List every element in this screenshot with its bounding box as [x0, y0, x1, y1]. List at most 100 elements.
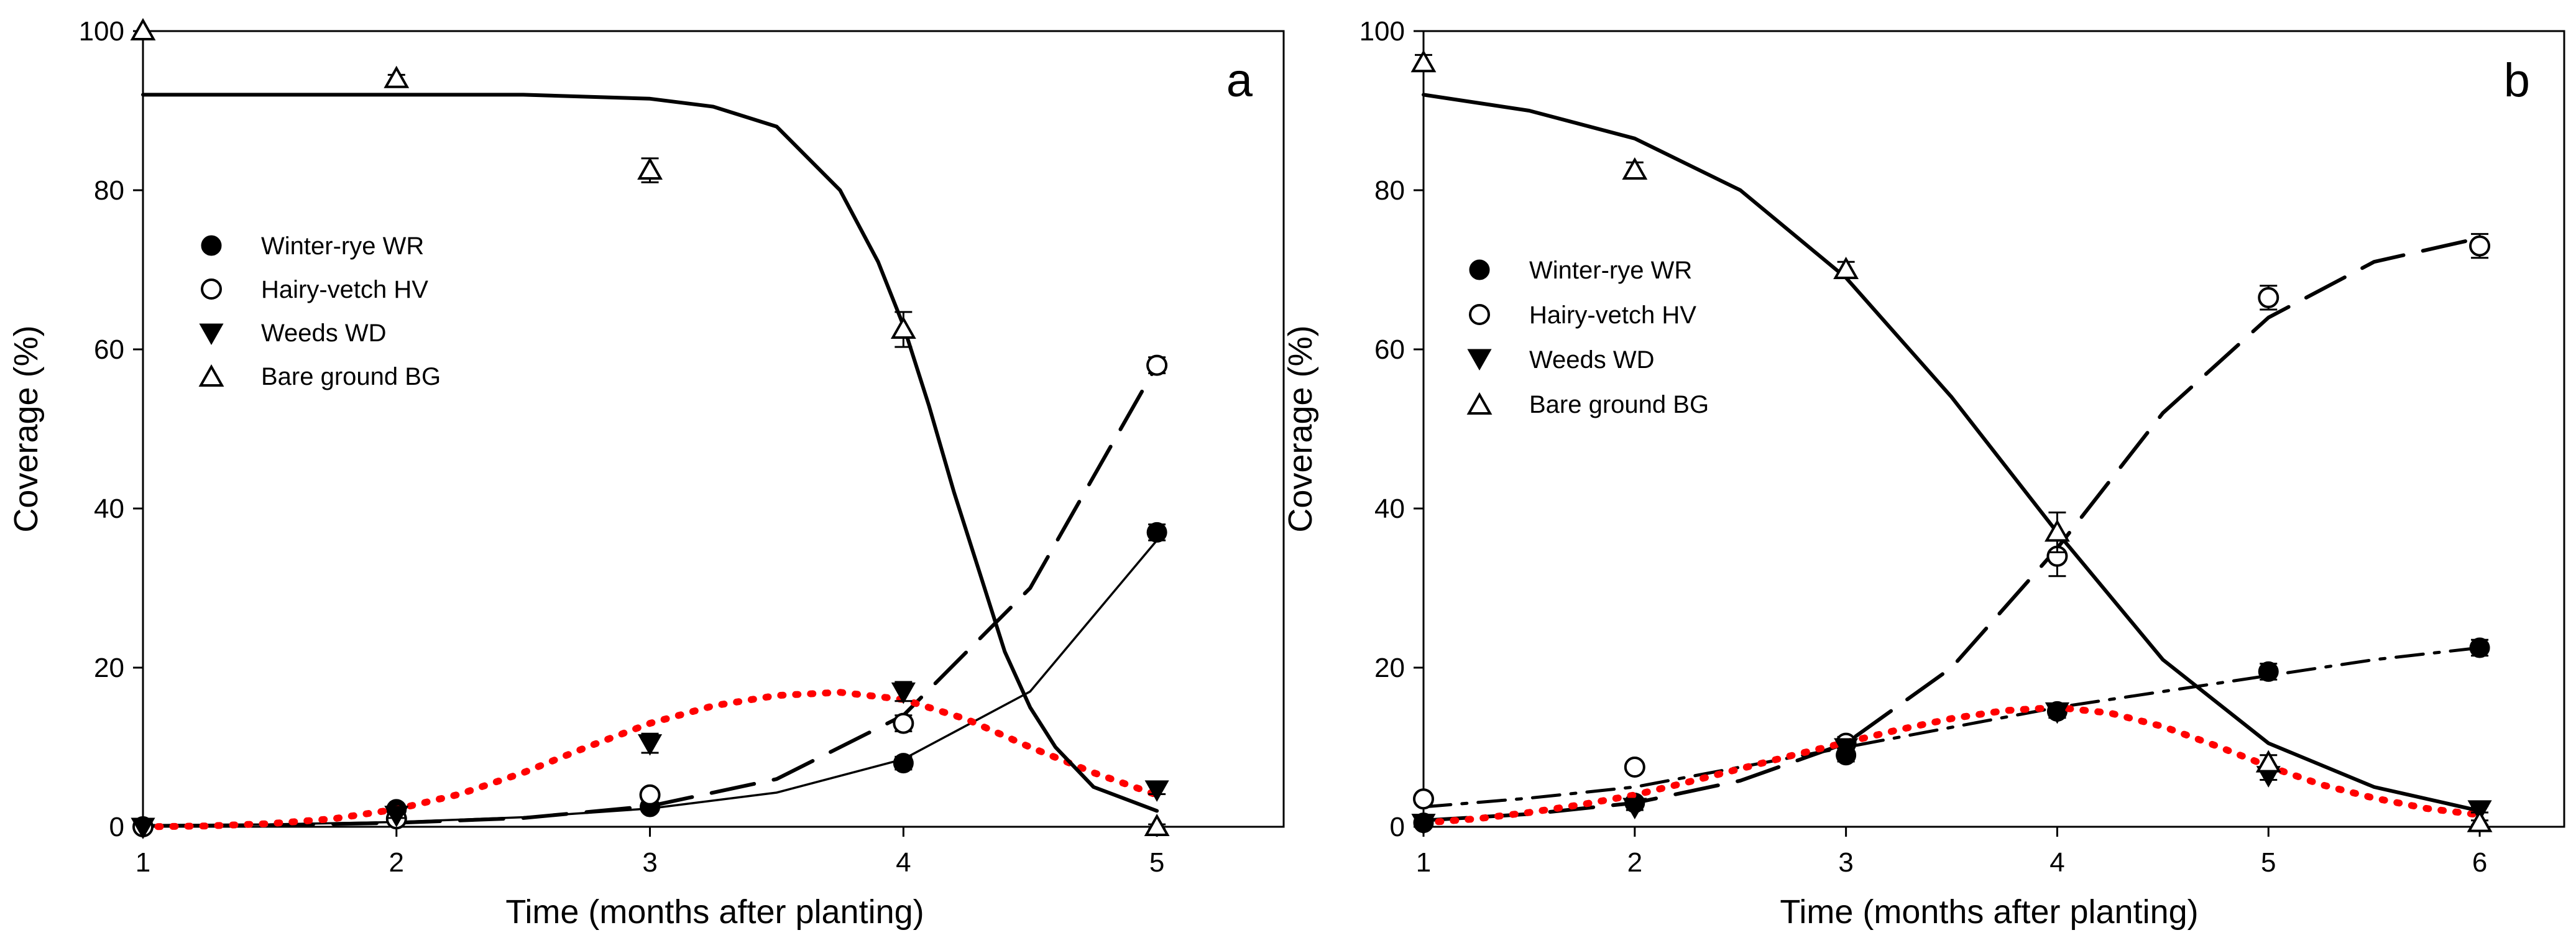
data-point-bare-ground [1144, 813, 1170, 836]
legend-marker-weeds [1467, 349, 1492, 371]
y-tick-label: 100 [1359, 16, 1405, 47]
x-tick-label: 4 [896, 847, 911, 878]
data-point-weeds [637, 734, 663, 756]
data-point-bare-ground [384, 65, 410, 88]
legend-label-bare-ground: Bare ground BG [1529, 391, 1709, 418]
data-point-hairy-vetch [1146, 354, 1168, 376]
x-tick-label: 5 [1149, 847, 1164, 878]
legend-entry-winter-rye: Winter-rye WR [201, 232, 424, 260]
panel-b: Winter-rye WR Hairy-vetch HV Weeds WD Ba… [1282, 16, 2565, 931]
legend-label-weeds: Weeds WD [261, 320, 387, 347]
legend-entry-hairy-vetch: Hairy-vetch HV [1469, 301, 1696, 329]
data-point-hairy-vetch [639, 784, 661, 806]
fit-line-weeds [139, 689, 1161, 831]
fit-line-winter-rye [1422, 646, 2482, 809]
y-tick-label: 20 [94, 653, 124, 683]
panel-a: Winter-rye WR Hairy-vetch HV Weeds WD Ba… [7, 16, 1285, 931]
legend-label-bare-ground: Bare ground BG [261, 363, 441, 390]
legend-marker-bare-ground [1466, 392, 1493, 415]
data-point-bare-ground [637, 157, 663, 180]
series-bare-ground [130, 17, 1170, 836]
x-tick-label: 2 [389, 847, 404, 878]
panel-a-legend: Winter-rye WR Hairy-vetch HV Weeds WD Ba… [198, 232, 441, 390]
data-point-weeds [1622, 798, 1647, 820]
data-point-weeds [131, 817, 155, 840]
data-point-weeds [891, 682, 916, 704]
series-weeds [131, 681, 1169, 840]
y-tick-label: 100 [79, 16, 124, 47]
series-weeds [1411, 702, 2492, 835]
panel-label: b [2504, 54, 2530, 107]
series-bare-ground [1410, 50, 2493, 832]
series-hairy-vetch [132, 354, 1168, 837]
y-axis-title: Coverage (%) [7, 325, 45, 532]
legend-marker-hairy-vetch [1469, 304, 1490, 325]
data-point-hairy-vetch [893, 712, 914, 734]
data-point-bare-ground [2045, 519, 2070, 542]
legend-marker-winter-rye [201, 235, 222, 256]
legend-label-hairy-vetch: Hairy-vetch HV [1529, 301, 1696, 329]
data-point-bare-ground [1410, 50, 1437, 73]
data-point-bare-ground [1833, 256, 1859, 279]
fit-line-bare-ground [1422, 93, 2482, 813]
fit-line-bare-ground [141, 93, 1159, 813]
panel-label: a [1226, 54, 1253, 107]
data-point-winter-rye [2469, 637, 2490, 658]
data-point-weeds [1411, 814, 1436, 835]
fit-line-winter-rye [142, 539, 1158, 827]
legend-label-winter-rye: Winter-rye WR [1529, 257, 1692, 284]
data-point-bare-ground [2467, 809, 2493, 832]
x-tick-label: 3 [1838, 847, 1853, 878]
series-hairy-vetch [1413, 232, 2491, 822]
fit-line-hairy-vetch [141, 363, 1159, 828]
fit-line-weeds [1420, 704, 2483, 827]
x-tick-label: 3 [642, 847, 657, 878]
x-tick-label: 6 [2472, 847, 2487, 878]
data-point-bare-ground [1622, 157, 1648, 180]
legend-marker-hairy-vetch [201, 278, 222, 300]
legend-entry-weeds: Weeds WD [1467, 346, 1655, 374]
y-tick-label: 80 [1374, 175, 1405, 206]
data-point-bare-ground [130, 17, 156, 40]
data-point-winter-rye [1146, 522, 1167, 543]
data-point-bare-ground [890, 316, 916, 339]
x-axis-title: Time (months after planting) [1780, 893, 2198, 931]
data-point-weeds [1144, 780, 1169, 802]
data-point-winter-rye [2258, 661, 2279, 682]
y-tick-label: 40 [1374, 494, 1405, 524]
legend-label-hairy-vetch: Hairy-vetch HV [261, 276, 428, 303]
legend-entry-weeds: Weeds WD [199, 320, 387, 347]
data-point-hairy-vetch [1413, 788, 1434, 810]
y-tick-label: 60 [1374, 334, 1405, 365]
x-tick-label: 1 [136, 847, 150, 878]
legend-entry-bare-ground: Bare ground BG [198, 363, 441, 390]
x-axis-title: Time (months after planting) [505, 893, 924, 931]
x-tick-label: 4 [2049, 847, 2064, 878]
legend-marker-bare-ground [198, 364, 224, 387]
x-tick-label: 2 [1627, 847, 1642, 878]
legend-entry-winter-rye: Winter-rye WR [1469, 257, 1692, 284]
data-point-weeds [384, 806, 409, 827]
y-tick-label: 20 [1374, 653, 1405, 683]
plot-frame [1422, 30, 2565, 828]
data-point-weeds [1834, 738, 1859, 760]
data-point-hairy-vetch [1624, 757, 1645, 778]
y-tick-label: 40 [94, 494, 124, 524]
legend-label-winter-rye: Winter-rye WR [261, 232, 424, 260]
data-point-hairy-vetch [2469, 235, 2491, 257]
data-point-hairy-vetch [2258, 287, 2279, 308]
y-tick-label: 60 [94, 334, 124, 365]
plot-frame [142, 30, 1285, 828]
y-tick-label: 0 [109, 812, 124, 842]
y-axis-title: Coverage (%) [1282, 325, 1319, 532]
legend-entry-bare-ground: Bare ground BG [1466, 391, 1709, 418]
data-point-weeds [2045, 702, 2070, 724]
x-tick-label: 1 [1416, 847, 1431, 878]
legend-marker-winter-rye [1469, 259, 1490, 280]
legend-marker-weeds [199, 323, 224, 346]
data-point-winter-rye [893, 753, 914, 774]
legend-label-weeds: Weeds WD [1529, 346, 1655, 374]
panel-b-legend: Winter-rye WR Hairy-vetch HV Weeds WD Ba… [1466, 257, 1709, 418]
y-tick-label: 0 [1390, 812, 1405, 842]
